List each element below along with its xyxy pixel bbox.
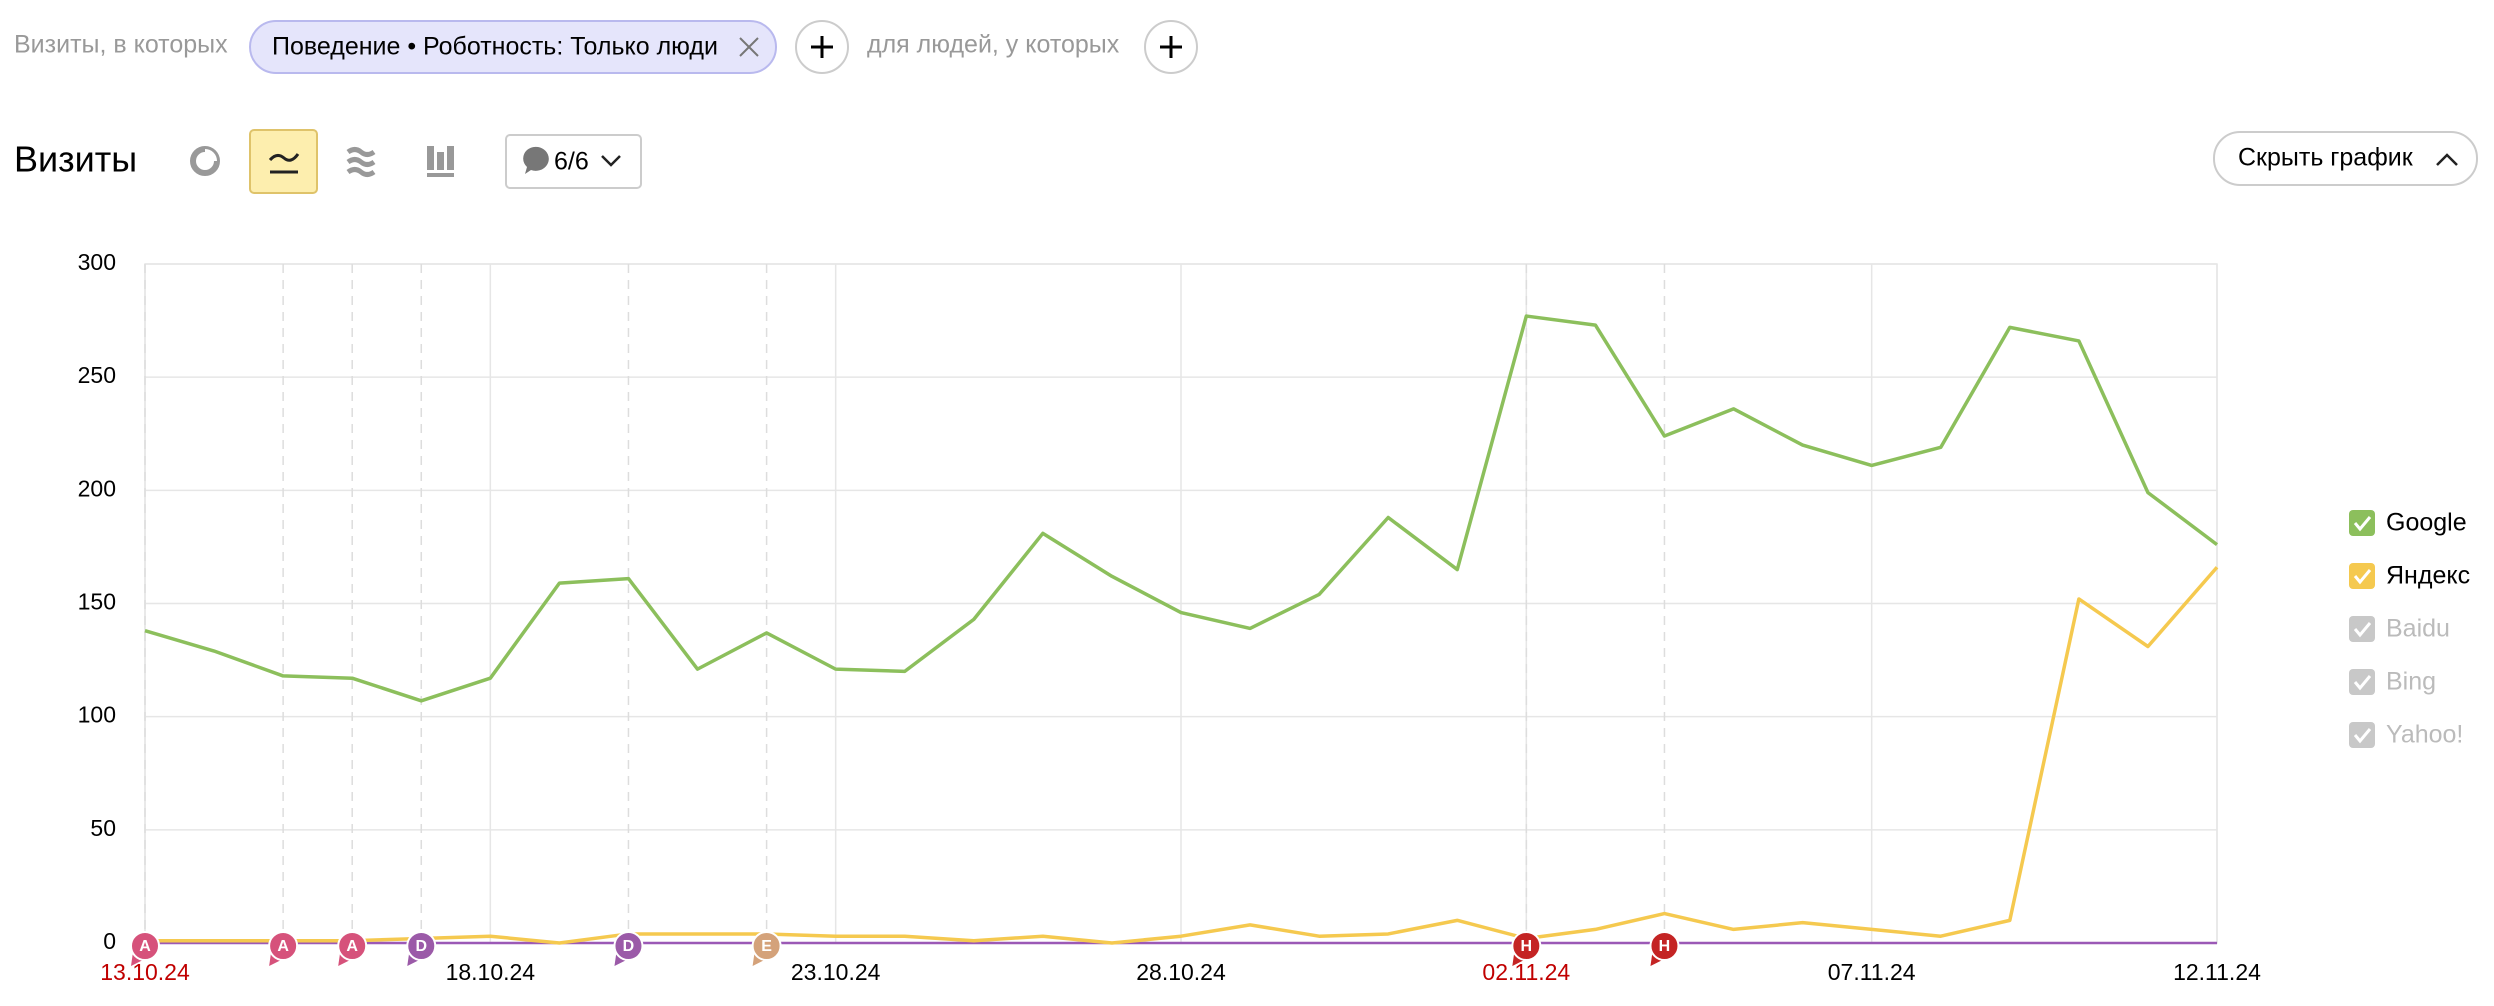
annotation-marker[interactable]: D [406,931,437,966]
pie-icon[interactable] [190,146,220,176]
area-icon[interactable] [346,147,376,177]
x-tick-label: 07.11.24 [1828,959,1916,985]
legend-checkbox[interactable] [2349,669,2375,695]
y-tick-label: 250 [78,362,116,388]
annotation-marker[interactable]: H [1649,931,1680,966]
annotation-label: H [1659,938,1671,955]
legend-checkbox[interactable] [2349,616,2375,642]
comment-icon [523,146,549,174]
hide-chart-button[interactable] [2213,131,2478,186]
annotation-dot [1649,931,1680,961]
filter-chip-text: Поведение • Роботность: Только люди [272,33,718,61]
y-tick-label: 150 [78,589,116,615]
annotation-dot [130,931,160,961]
legend-check [2353,728,2372,744]
plus-icon [1160,36,1182,58]
hide-chart-text: Скрыть график [2238,144,2414,172]
legend-label: Яндекс [2386,562,2470,590]
annotations-count: 6/6 [554,148,589,176]
annotation-marker[interactable]: E [751,931,782,966]
line-chart-toggle[interactable] [249,129,318,194]
x-tick-label: 18.10.24 [446,959,536,985]
annotation-label: A [346,938,358,955]
annotation-dot [337,931,368,961]
legend-checkbox[interactable] [2349,563,2375,589]
annotation-dot [613,931,644,961]
annotation-dot [751,931,782,961]
annotation-dot [268,931,299,961]
annotation-marker[interactable]: H [1511,931,1542,966]
line-icon [268,153,300,174]
filter-label-2: для людей, у которых [867,31,1120,59]
annotation-marker[interactable]: A [130,931,160,966]
legend-label: Google [2386,509,2467,537]
section-title: Визиты [14,139,137,180]
x-tick-label: 13.10.24 [100,959,190,985]
legend-label: Bing [2386,668,2436,696]
chip-close[interactable] [739,37,759,57]
legend-check [2353,675,2372,691]
annotation-marker[interactable]: A [268,931,299,966]
y-tick-label: 200 [78,475,116,501]
x-tick-label: 28.10.24 [1136,959,1226,985]
y-tick-label: 100 [78,702,116,728]
annotation-marker[interactable]: A [337,931,368,966]
legend-checkbox[interactable] [2349,722,2375,748]
annotation-label: A [139,938,151,955]
filter-chip[interactable] [249,20,777,74]
series-line [144,314,2219,703]
chevron [601,155,621,167]
annotation-label: E [761,938,772,955]
filter-label: Визиты, в которых [14,31,228,59]
legend-check [2353,569,2372,585]
annotation-label: A [277,938,289,955]
chevron [2436,153,2458,166]
legend-check [2353,622,2372,638]
y-tick-label: 50 [90,815,116,841]
annotation-label: D [623,938,635,955]
annotation-dot [1511,931,1542,961]
annotation-dot [406,931,437,961]
y-tick-label: 0 [103,928,116,954]
x-tick-label: 12.11.24 [2173,959,2261,985]
annotation-label: H [1521,938,1533,955]
legend-label: Yahoo! [2386,721,2463,749]
legend-label: Baidu [2386,615,2450,643]
annotation-label: D [415,938,427,955]
x-tick-label: 23.10.24 [791,959,881,985]
legend-checkbox[interactable] [2349,510,2375,536]
plus-icon [811,36,833,58]
y-tick-label: 300 [78,249,116,275]
legend-check [2353,516,2372,532]
column-icon[interactable] [427,146,454,177]
series-line [145,566,2219,945]
x-tick-label: 02.11.24 [1482,959,1570,985]
annotation-marker[interactable]: D [613,931,644,966]
